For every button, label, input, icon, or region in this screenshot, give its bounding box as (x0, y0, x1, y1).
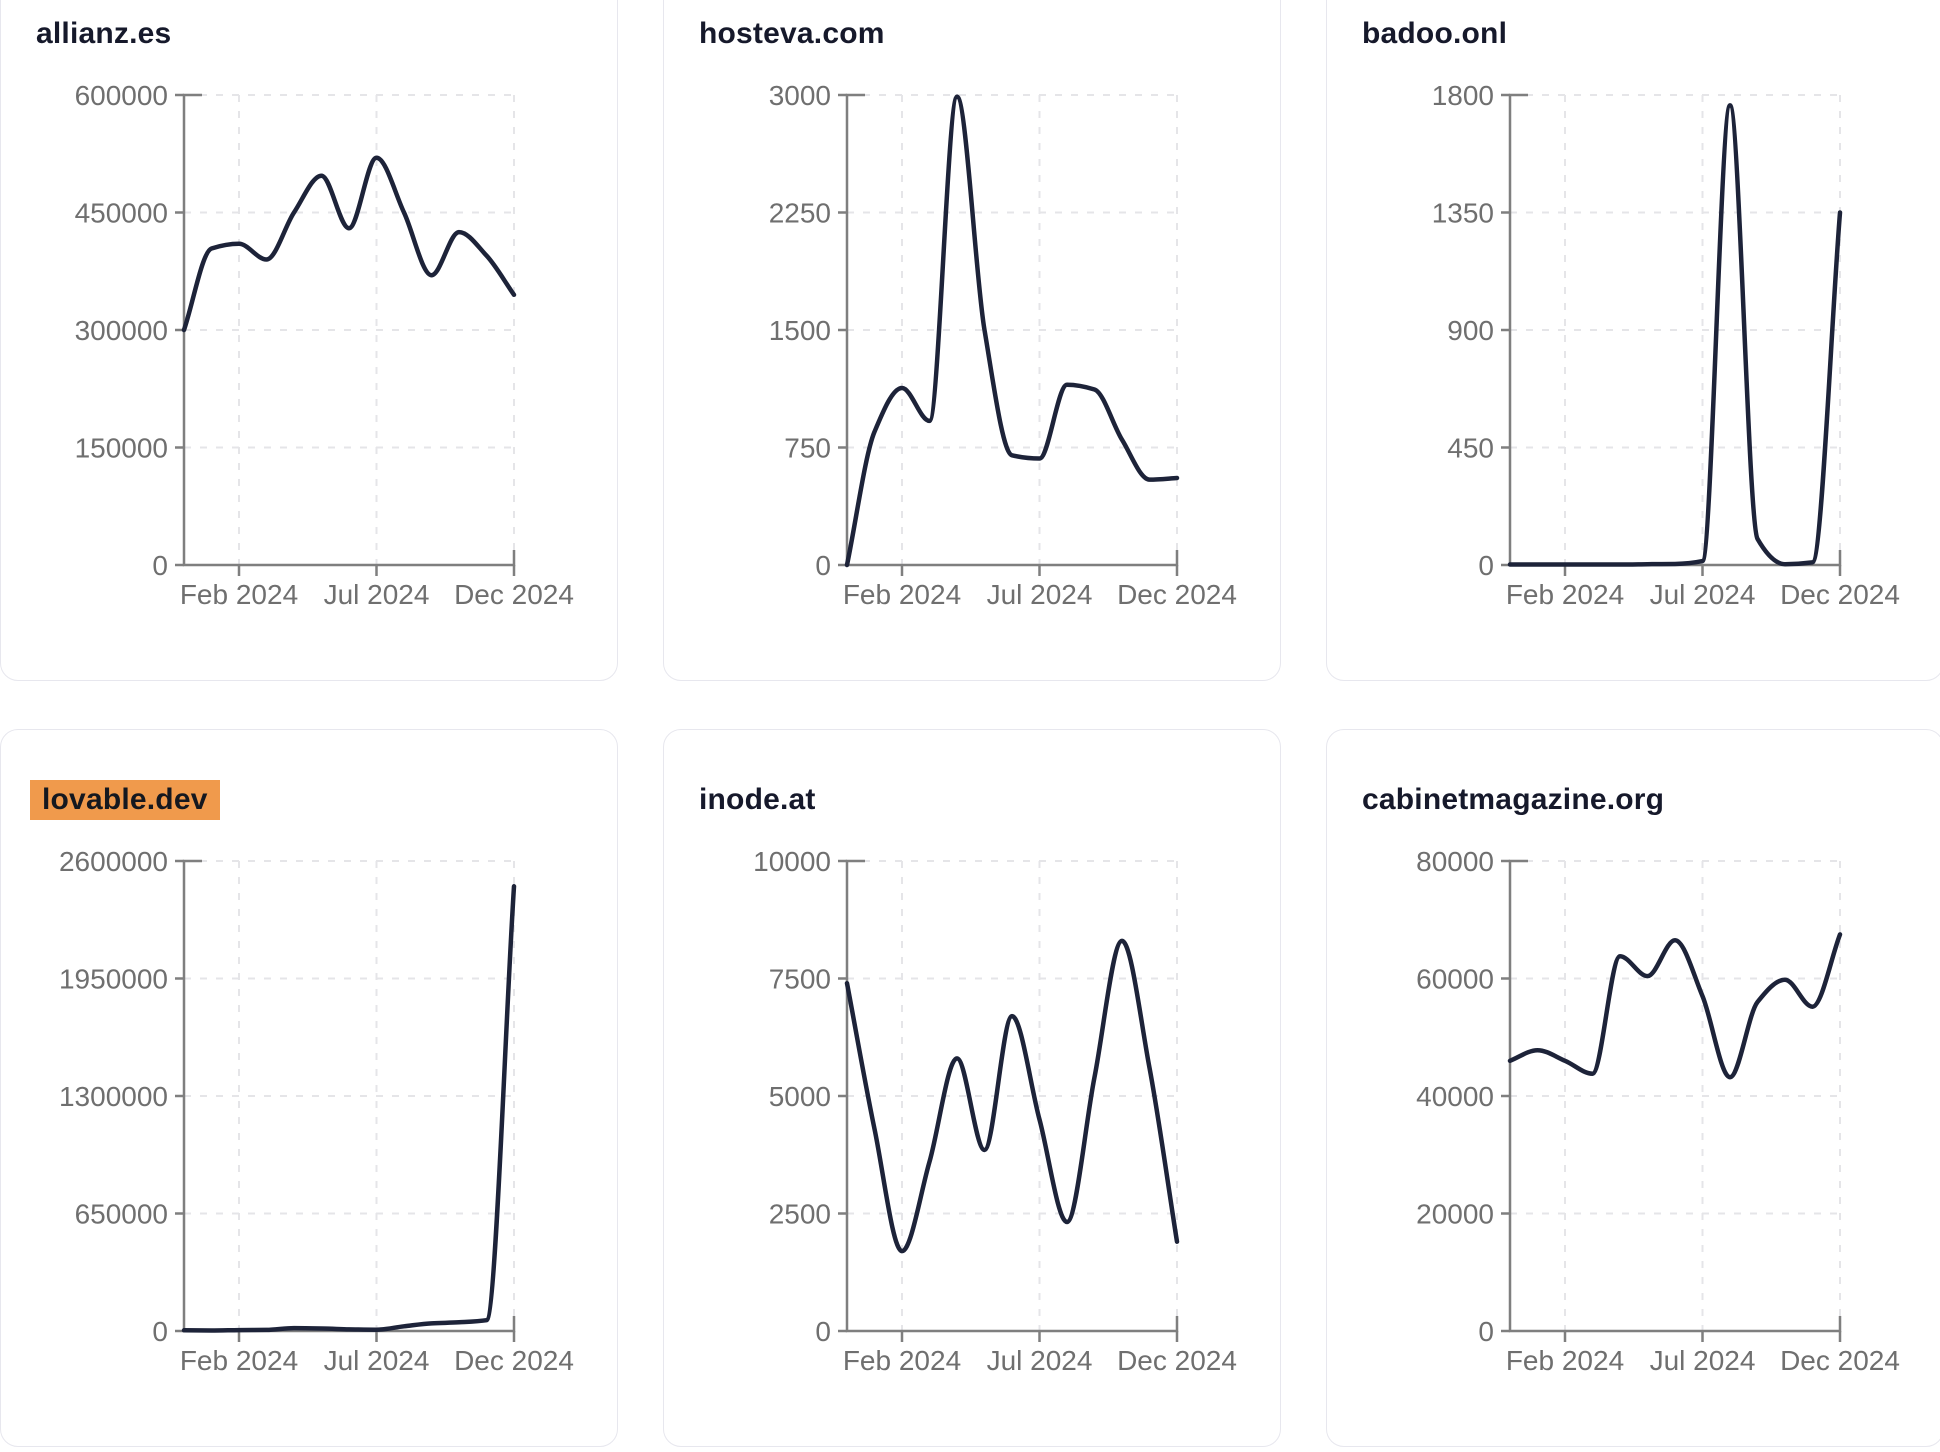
card-title: lovable.dev (30, 780, 220, 820)
data-line (844, 938, 1180, 1254)
x-tick-label: Feb 2024 (1506, 579, 1624, 610)
y-tick-label: 0 (1478, 1316, 1494, 1347)
y-tick-label: 0 (815, 550, 831, 581)
y-tick-label: 1950000 (59, 964, 168, 995)
line-chart: 0 650000 1300000 1950000 2600000 Feb 2024 Jul … (59, 846, 574, 1376)
y-tick-label: 7500 (769, 964, 831, 995)
y-tick-label: 1300000 (59, 1081, 168, 1112)
data-line (181, 884, 517, 1333)
card-title: badoo.onl (1362, 16, 1507, 52)
data-line (1507, 103, 1843, 567)
y-tick-label: 3000 (769, 80, 831, 111)
x-tick-label: Feb 2024 (180, 1345, 298, 1376)
y-tick-label: 2600000 (59, 846, 168, 877)
x-tick-label: Dec 2024 (454, 579, 574, 610)
y-tick-label: 600000 (75, 80, 168, 111)
y-tick-label: 80000 (1416, 846, 1494, 877)
line-chart: 0 2500 5000 7500 10000 Feb 2024 Jul 2024 Dec 20… (753, 846, 1237, 1376)
data-line (1507, 932, 1843, 1080)
line-chart: 0 450 900 1350 1800 Feb 2024 Jul 2024 Dec 2024 (1432, 80, 1900, 610)
line-chart: 0 750 1500 2250 3000 Feb 2024 Jul 2024 Dec 2024 (769, 80, 1237, 610)
y-tick-label: 750 (784, 433, 831, 464)
line-chart: 0 150000 300000 450000 600000 Feb 2024 Jul 202… (75, 80, 574, 610)
y-tick-label: 450 (1447, 433, 1494, 464)
card-title: cabinetmagazine.org (1362, 782, 1664, 818)
x-tick-label: Feb 2024 (180, 579, 298, 610)
y-tick-label: 10000 (753, 846, 831, 877)
y-tick-label: 2500 (769, 1199, 831, 1230)
y-tick-label: 650000 (75, 1199, 168, 1230)
y-tick-label: 60000 (1416, 964, 1494, 995)
data-line (181, 155, 517, 333)
x-tick-label: Dec 2024 (454, 1345, 574, 1376)
domain-chart-card-cabinetmagazine-org[interactable]: cabinetmagazine.org 0 20000 40000 60000 8000… (1326, 729, 1940, 1447)
y-tick-label: 1350 (1432, 198, 1494, 229)
x-tick-label: Feb 2024 (843, 1345, 961, 1376)
x-tick-label: Dec 2024 (1117, 1345, 1237, 1376)
x-tick-label: Jul 2024 (324, 579, 430, 610)
x-tick-label: Feb 2024 (843, 579, 961, 610)
y-tick-label: 300000 (75, 315, 168, 346)
x-tick-label: Feb 2024 (1506, 1345, 1624, 1376)
x-tick-label: Jul 2024 (987, 1345, 1093, 1376)
y-tick-label: 150000 (75, 433, 168, 464)
card-title: allianz.es (36, 16, 171, 52)
domain-name-label: inode.at (699, 783, 816, 816)
y-tick-label: 1800 (1432, 80, 1494, 111)
y-tick-label: 0 (815, 1316, 831, 1347)
y-tick-label: 900 (1447, 315, 1494, 346)
domain-chart-card-badoo-onl[interactable]: badoo.onl 0 450 900 1350 1800 Feb 2024 Jul 202… (1326, 0, 1940, 681)
domain-name-label: hosteva.com (699, 17, 885, 50)
y-tick-label: 1500 (769, 315, 831, 346)
card-title: hosteva.com (699, 16, 885, 52)
y-tick-label: 0 (1478, 550, 1494, 581)
domain-chart-card-lovable-dev[interactable]: lovable.dev 0 650000 1300000 1950000 2600000… (0, 729, 618, 1447)
y-tick-label: 5000 (769, 1081, 831, 1112)
y-tick-label: 0 (152, 550, 168, 581)
domain-chart-card-hosteva-com[interactable]: hosteva.com 0 750 1500 2250 3000 Feb 2024 Jul … (663, 0, 1281, 681)
domain-name-label: badoo.onl (1362, 17, 1508, 50)
domain-name-label: cabinetmagazine.org (1362, 783, 1665, 816)
y-tick-label: 20000 (1416, 1199, 1494, 1230)
x-tick-label: Dec 2024 (1117, 579, 1237, 610)
x-tick-label: Jul 2024 (324, 1345, 430, 1376)
x-tick-label: Dec 2024 (1780, 579, 1900, 610)
y-tick-label: 450000 (75, 198, 168, 229)
x-tick-label: Jul 2024 (1650, 1345, 1756, 1376)
domain-name-label: allianz.es (36, 17, 172, 50)
x-tick-label: Jul 2024 (1650, 579, 1756, 610)
y-tick-label: 40000 (1416, 1081, 1494, 1112)
data-line (844, 94, 1180, 568)
line-chart: 0 20000 40000 60000 80000 Feb 2024 Jul 2024 Dec… (1416, 846, 1900, 1376)
y-tick-label: 0 (152, 1316, 168, 1347)
x-tick-label: Dec 2024 (1780, 1345, 1900, 1376)
x-tick-label: Jul 2024 (987, 579, 1093, 610)
domain-chart-card-allianz-es[interactable]: allianz.es 0 150000 300000 450000 600000 Feb … (0, 0, 618, 681)
domain-chart-card-inode-at[interactable]: inode.at 0 2500 5000 7500 10000 Feb 2024 Jul 2… (663, 729, 1281, 1447)
card-title: inode.at (699, 782, 816, 818)
domain-name-label: lovable.dev (30, 780, 220, 820)
y-tick-label: 2250 (769, 198, 831, 229)
